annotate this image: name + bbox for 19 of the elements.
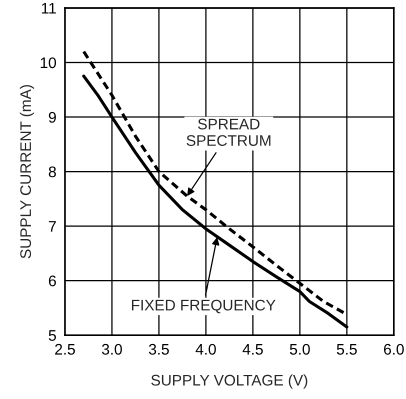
x-tick-label: 5.5 xyxy=(336,344,357,355)
y-axis-title: SUPPLY CURRENT (mA) xyxy=(20,85,34,258)
x-axis-title: SUPPLY VOLTAGE (V) xyxy=(151,374,308,389)
x-tick-label: 2.5 xyxy=(55,344,75,355)
y-tick-label: 10 xyxy=(40,57,56,68)
y-tick-label: 11 xyxy=(42,3,56,14)
x-tick-label: 5.0 xyxy=(290,344,310,355)
y-tick-label: 5 xyxy=(48,330,56,341)
x-tick-label: 4.5 xyxy=(242,344,263,355)
x-tick-label: 3.0 xyxy=(102,344,122,355)
annotation: SPREAD SPECTRUM xyxy=(186,118,270,146)
x-tick-label: 3.5 xyxy=(148,344,169,355)
annotation: FIXED FREQUENCY xyxy=(132,300,276,314)
y-tick-label: 7 xyxy=(48,221,56,232)
x-tick-label: 4.0 xyxy=(196,344,216,355)
x-tick-label: 6.0 xyxy=(384,344,404,355)
y-tick-label: 9 xyxy=(48,112,56,123)
y-tick-label: 8 xyxy=(48,166,56,178)
y-tick-label: 6 xyxy=(48,276,56,286)
